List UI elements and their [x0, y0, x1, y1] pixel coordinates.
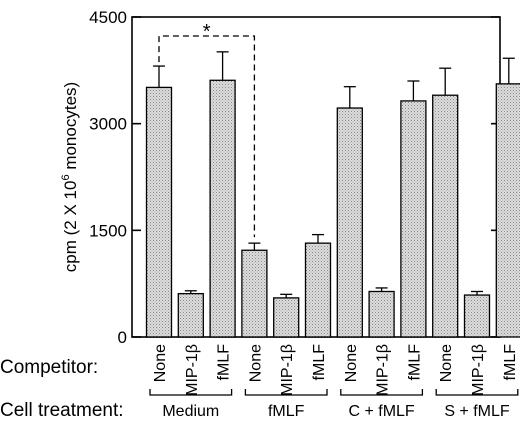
y-axis-title-superscript: 6: [60, 174, 72, 180]
competitor-label: MIP-1β: [470, 344, 487, 396]
bar: [432, 94, 459, 338]
competitor-label: None: [247, 344, 264, 382]
y-tick-label: 1500: [89, 221, 127, 240]
bars-layer: [145, 79, 520, 338]
group-label: fMLF: [268, 403, 305, 420]
competitor-row-label: Competitor:: [0, 357, 98, 378]
bar: [177, 292, 204, 338]
group-labels-layer: Medium fMLF C + fMLF S + fMLF: [149, 389, 519, 420]
competitor-label: fMLF: [311, 344, 328, 381]
bar: [145, 86, 173, 338]
bar: [400, 100, 427, 338]
competitor-label: MIP-1β: [375, 344, 392, 396]
bar: [463, 294, 491, 338]
group-bracket: [244, 389, 328, 396]
competitor-label: None: [152, 344, 169, 382]
competitor-labels-layer: None MIP-1β fMLF None MIP-1β fMLF None MIP-1β fM…: [152, 344, 519, 396]
annotation-layer: *: [158, 21, 256, 238]
competitor-label: MIP-1β: [184, 344, 201, 396]
significance-marker: *: [203, 21, 211, 43]
bar: [304, 242, 332, 338]
bar: [241, 249, 268, 338]
group-label: C + fMLF: [348, 403, 414, 420]
group-bracket: [340, 389, 424, 396]
error-bars-layer: [153, 51, 515, 298]
y-axis-ticks: 0 1500 3000 4500: [89, 8, 500, 347]
competitor-label: None: [343, 344, 360, 382]
y-axis-title-tail: monocytes): [61, 82, 80, 175]
bar: [336, 107, 363, 338]
competitor-label: None: [438, 344, 455, 382]
significance-bracket: [158, 35, 256, 238]
bar: [273, 297, 300, 338]
group-bracket: [435, 389, 519, 396]
bar: [209, 79, 236, 338]
y-axis-title-main: cpm (2 X 10: [61, 181, 80, 273]
bar: [368, 290, 395, 338]
group-label: Medium: [162, 403, 219, 420]
group-bracket: [149, 389, 233, 396]
y-tick-label: 3000: [89, 115, 127, 134]
competitor-label: fMLF: [406, 344, 423, 381]
group-label: S + fMLF: [444, 403, 510, 420]
competitor-label: fMLF: [216, 344, 233, 381]
competitor-label: fMLF: [502, 344, 519, 381]
y-tick-label: 4500: [89, 8, 127, 27]
competitor-label: MIP-1β: [279, 344, 296, 396]
cell-treatment-row-label: Cell treatment:: [0, 400, 124, 421]
y-axis-title: cpm (2 X 106 monocytes): [60, 82, 80, 272]
y-tick-label: 0: [118, 328, 127, 347]
bar: [495, 83, 520, 338]
